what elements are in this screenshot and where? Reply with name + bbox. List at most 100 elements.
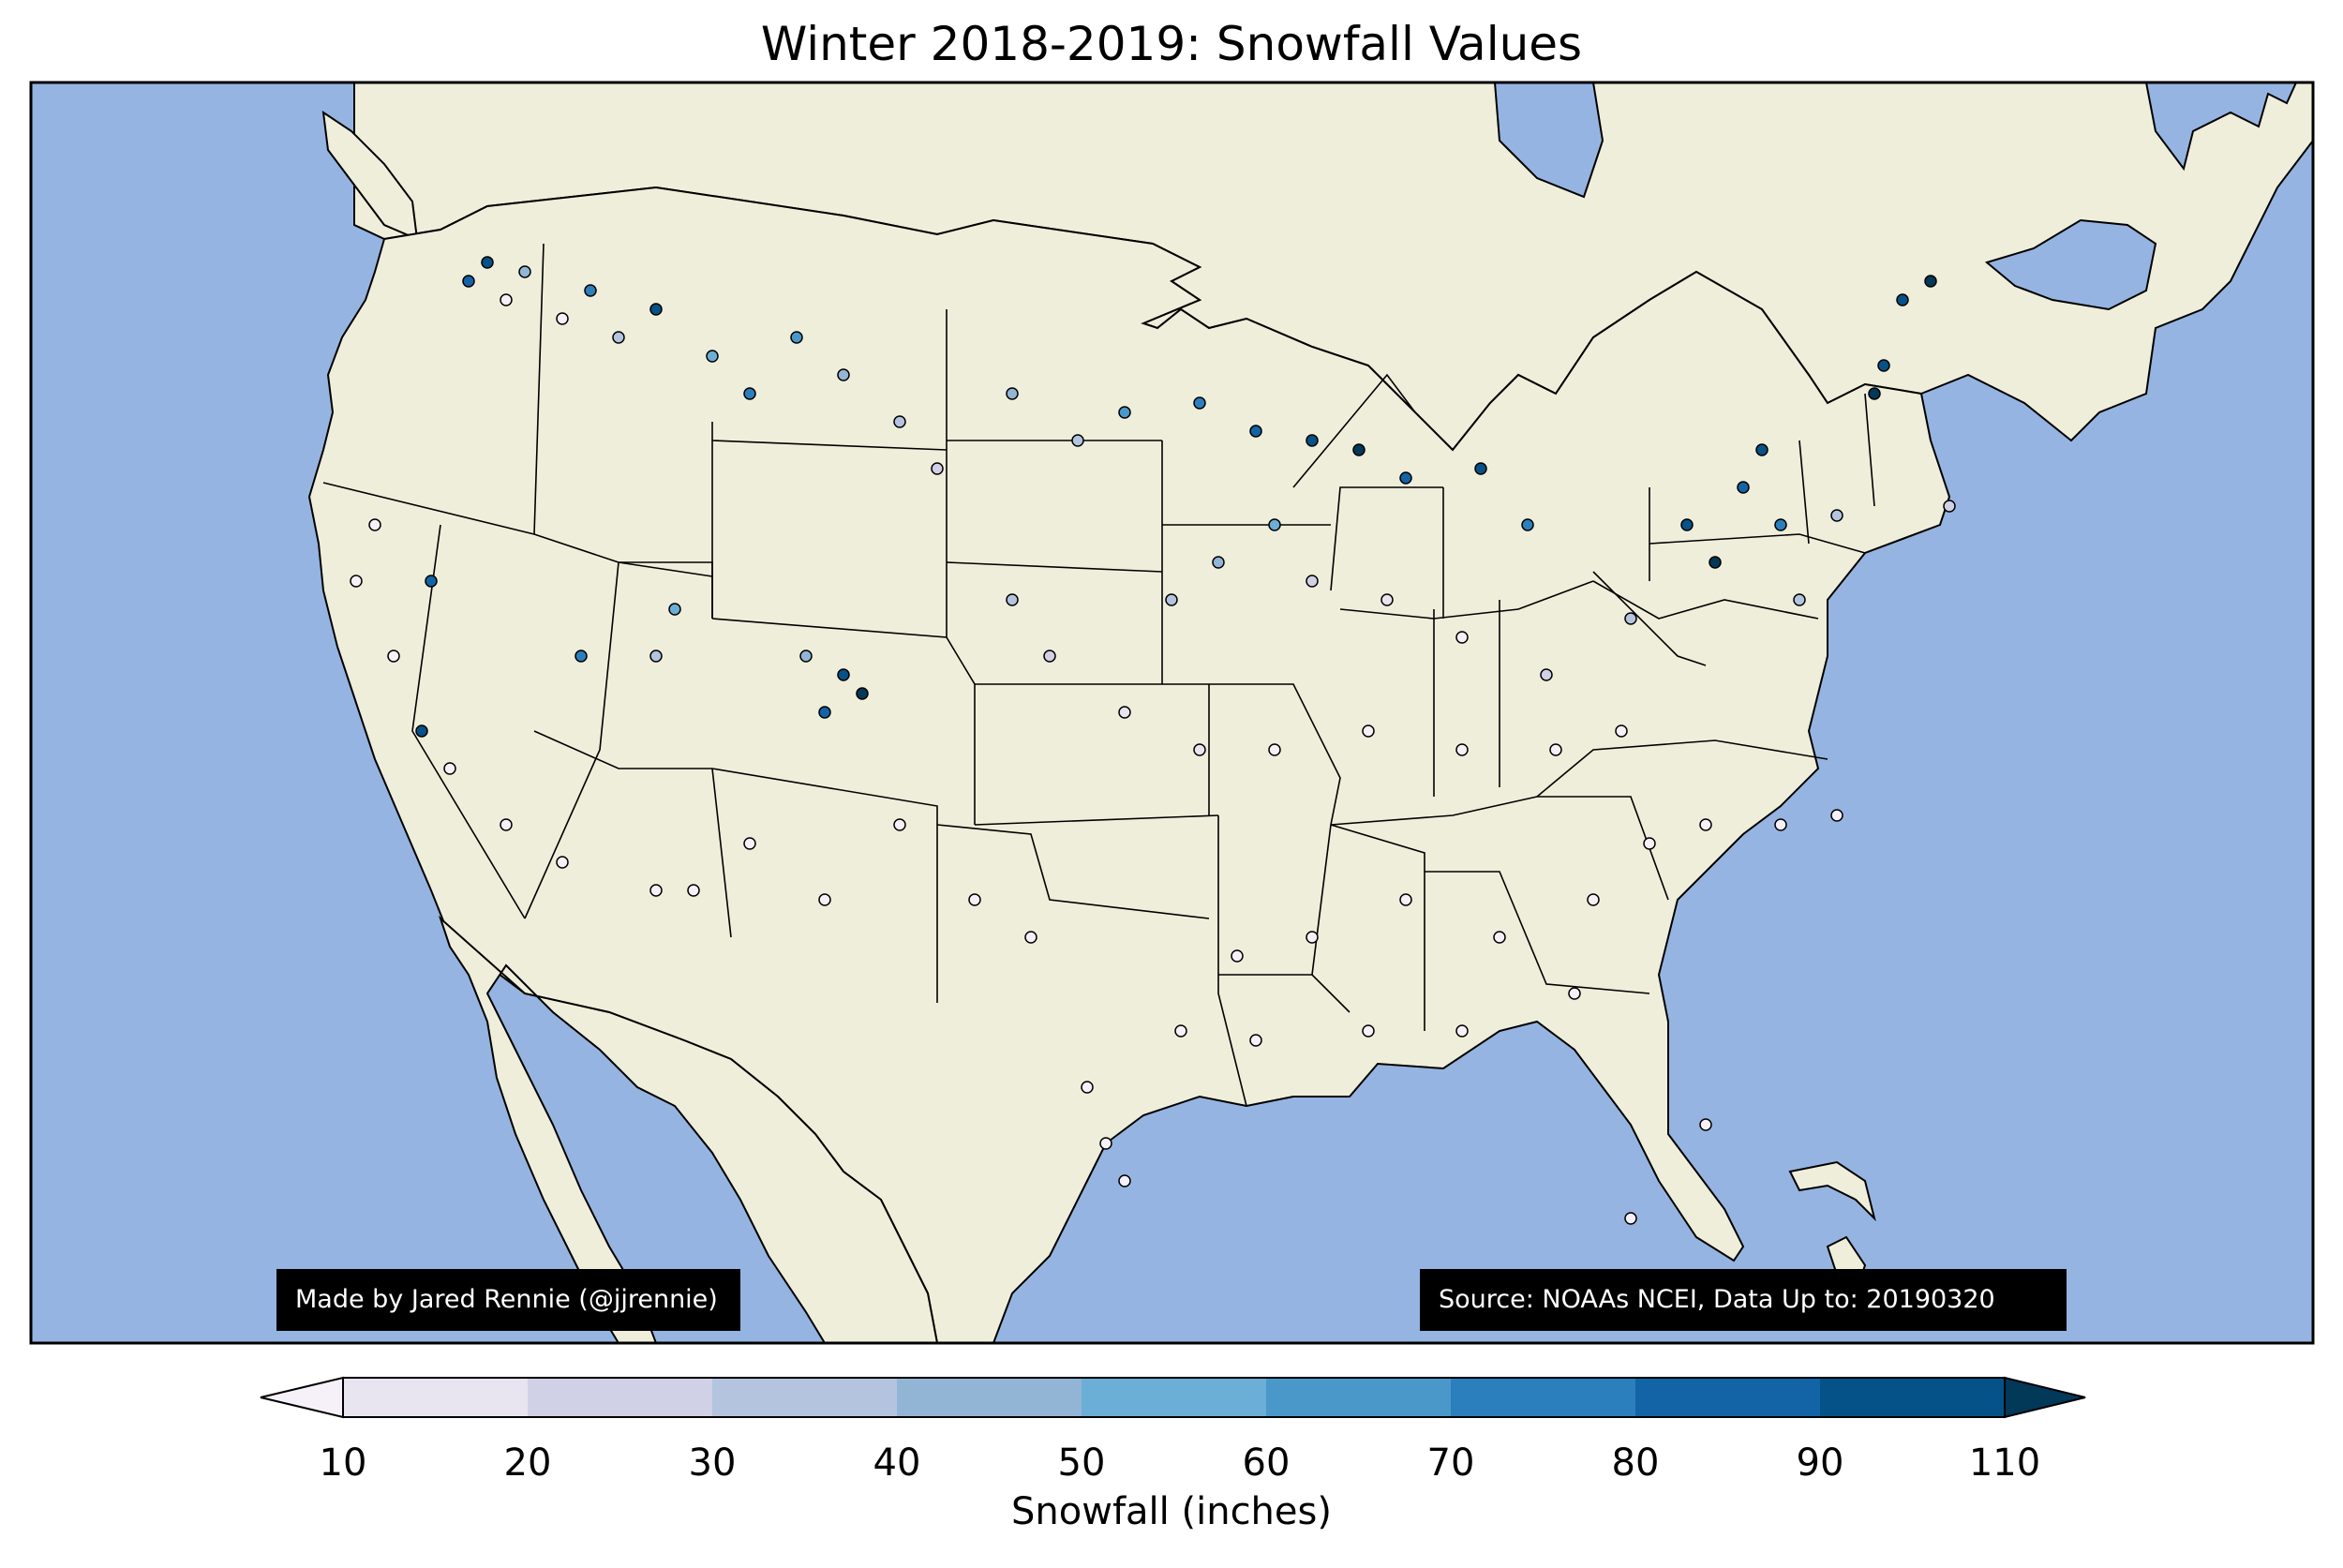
- station-marker: [1118, 406, 1131, 419]
- colorbar-tick: 110: [1968, 1441, 2041, 1485]
- station-marker: [649, 884, 663, 897]
- colorbar-over-arrow: [2004, 1376, 2086, 1419]
- station-marker: [1830, 809, 1843, 822]
- station-marker: [1624, 612, 1637, 625]
- station-marker: [1549, 743, 1562, 756]
- colorbar-tick: 70: [1426, 1441, 1475, 1485]
- station-marker: [1699, 1118, 1712, 1131]
- colorbar: [260, 1376, 2086, 1419]
- station-marker: [837, 368, 850, 381]
- colorbar-tick: 20: [503, 1441, 552, 1485]
- map-title: Winter 2018-2019: Snowfall Values: [760, 17, 1583, 71]
- station-marker: [856, 687, 869, 700]
- colorbar-bin: [1635, 1378, 1820, 1417]
- station-marker: [1643, 837, 1656, 850]
- station-marker: [790, 331, 803, 344]
- station-marker: [1615, 724, 1628, 738]
- colorbar-bin: [528, 1378, 712, 1417]
- station-marker: [1399, 893, 1412, 906]
- station-marker: [556, 856, 569, 869]
- station-marker: [1268, 518, 1281, 531]
- colorbar-frame: [342, 1377, 2006, 1418]
- station-marker: [443, 762, 456, 775]
- station-marker: [743, 837, 756, 850]
- station-marker: [799, 650, 813, 663]
- station-marker: [1231, 949, 1244, 963]
- station-marker: [1455, 743, 1469, 756]
- colorbar-tick: 10: [319, 1441, 367, 1485]
- station-marker: [1624, 1212, 1637, 1225]
- station-marker: [1680, 518, 1694, 531]
- station-marker: [1006, 387, 1019, 400]
- colorbar-bin: [1082, 1378, 1266, 1417]
- station-marker: [1774, 818, 1787, 831]
- station-marker: [1380, 593, 1394, 606]
- station-marker: [350, 575, 363, 588]
- station-marker: [556, 312, 569, 325]
- station-marker: [1943, 500, 1956, 513]
- station-marker: [1118, 706, 1131, 719]
- station-marker: [968, 893, 981, 906]
- colorbar-bin: [1820, 1378, 2005, 1417]
- station-marker: [387, 650, 400, 663]
- station-marker: [1755, 443, 1768, 456]
- colorbar-under-arrow: [260, 1376, 344, 1419]
- station-marker: [1568, 987, 1581, 1000]
- mexico-landmass: [438, 915, 939, 1344]
- station-marker: [1352, 443, 1366, 456]
- station-marker: [1737, 481, 1750, 494]
- station-marker: [1868, 387, 1881, 400]
- colorbar-tick: 80: [1611, 1441, 1660, 1485]
- station-marker: [1306, 434, 1319, 447]
- station-marker: [649, 650, 663, 663]
- station-marker: [481, 256, 494, 269]
- station-marker: [584, 284, 597, 297]
- station-marker: [1043, 650, 1056, 663]
- cuba-island: [1788, 1160, 1876, 1222]
- station-marker: [368, 518, 381, 531]
- map-frame: [29, 81, 2315, 1345]
- station-marker: [1793, 593, 1806, 606]
- station-marker: [1306, 575, 1319, 588]
- station-marker: [1165, 593, 1178, 606]
- station-marker: [818, 893, 831, 906]
- station-marker: [1587, 893, 1600, 906]
- station-marker: [1268, 743, 1281, 756]
- station-marker: [1306, 931, 1319, 944]
- station-marker: [518, 265, 531, 278]
- station-marker: [1249, 425, 1262, 438]
- colorbar-bin: [897, 1378, 1082, 1417]
- station-marker: [1081, 1081, 1094, 1094]
- station-marker: [706, 350, 719, 363]
- colorbar-tick: 40: [873, 1441, 921, 1485]
- newfoundland: [1984, 218, 2157, 311]
- station-marker: [1006, 593, 1019, 606]
- station-marker: [1455, 1024, 1469, 1038]
- station-marker: [1193, 396, 1206, 410]
- colorbar-tick: 90: [1796, 1441, 1844, 1485]
- colorbar-bin: [1451, 1378, 1635, 1417]
- station-marker: [1071, 434, 1084, 447]
- colorbar-tick: 30: [688, 1441, 737, 1485]
- station-markers: [350, 256, 1956, 1225]
- station-marker: [1174, 1024, 1187, 1038]
- station-marker: [1521, 518, 1534, 531]
- colorbar-bin: [1266, 1378, 1451, 1417]
- station-marker: [668, 603, 681, 616]
- station-marker: [1193, 743, 1206, 756]
- station-marker: [1362, 724, 1375, 738]
- station-marker: [1118, 1174, 1131, 1187]
- station-marker: [1830, 509, 1843, 522]
- state-borders: [322, 243, 1875, 1107]
- station-marker: [415, 724, 428, 738]
- station-marker: [1024, 931, 1037, 944]
- station-marker: [1399, 471, 1412, 485]
- station-marker: [1455, 631, 1469, 644]
- station-marker: [649, 303, 663, 316]
- station-marker: [1493, 931, 1506, 944]
- station-marker: [462, 275, 475, 288]
- credit-label: Made by Jared Rennie (@jjrennie): [276, 1269, 740, 1331]
- station-marker: [1896, 293, 1909, 306]
- station-marker: [893, 415, 906, 428]
